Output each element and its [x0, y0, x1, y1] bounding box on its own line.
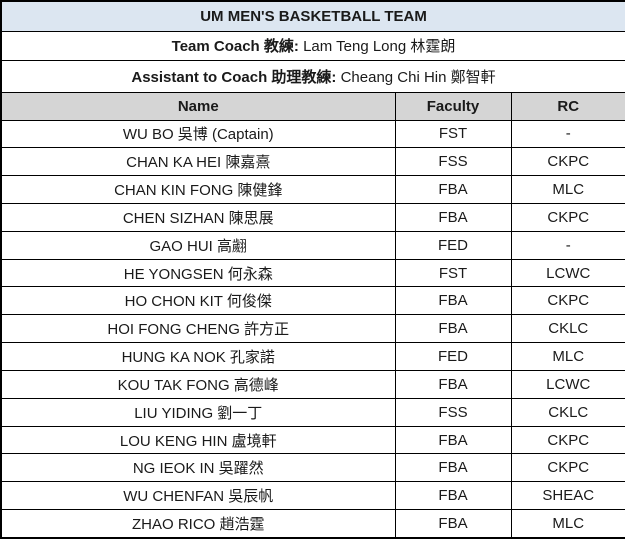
player-name: LIU YIDING 劉一丁	[0, 397, 396, 427]
player-faculty: FBA	[394, 286, 512, 316]
player-name: NG IEOK IN 吳躍然	[0, 453, 396, 483]
table-row: ZHAO RICO 趙浩霆 FBA MLC	[0, 509, 625, 539]
player-name: WU BO 吳博 (Captain)	[0, 119, 396, 149]
player-rc: MLC	[510, 175, 625, 204]
coach-value: Lam Teng Long 林霆朗	[303, 38, 456, 56]
player-faculty: FSS	[394, 397, 512, 427]
player-name: KOU TAK FONG 高德峰	[0, 369, 396, 399]
player-rc: CKPC	[510, 425, 625, 455]
player-faculty: FBA	[394, 509, 512, 539]
table-row: LIU YIDING 劉一丁 FSS CKLC	[0, 397, 625, 427]
player-faculty: FSS	[394, 147, 512, 177]
player-rc: CKLC	[510, 314, 625, 344]
player-faculty: FBA	[394, 453, 512, 483]
table-row: NG IEOK IN 吳躍然 FBA CKPC	[0, 453, 625, 483]
player-name: ZHAO RICO 趙浩霆	[0, 509, 396, 539]
player-faculty: FBA	[394, 314, 512, 344]
player-rc: CKPC	[510, 453, 625, 483]
player-rc: MLC	[510, 342, 625, 371]
player-faculty: FBA	[394, 369, 512, 399]
player-rc: -	[510, 230, 625, 260]
coach-row: Team Coach 教練: Lam Teng Long 林霆朗	[0, 30, 625, 61]
coach-label: Team Coach 教練:	[171, 38, 299, 56]
table-row: HOI FONG CHENG 許方正 FBA CKLC	[0, 314, 625, 344]
assistant-coach-label: Assistant to Coach 助理教練:	[131, 68, 337, 86]
assistant-coach-value: Cheang Chi Hin 鄭智軒	[340, 68, 496, 86]
player-faculty: FST	[394, 258, 512, 288]
player-name: CHAN KIN FONG 陳健鋒	[0, 175, 396, 204]
player-rc: SHEAC	[510, 481, 625, 511]
player-name: GAO HUI 高翽	[0, 230, 396, 260]
coach-cell: Team Coach 教練: Lam Teng Long 林霆朗	[0, 30, 625, 61]
player-rc: LCWC	[510, 369, 625, 399]
player-faculty: FED	[394, 342, 512, 371]
player-faculty: FBA	[394, 203, 512, 232]
player-name: CHAN KA HEI 陳嘉熹	[0, 147, 396, 177]
table-row: GAO HUI 高翽 FED -	[0, 230, 625, 260]
player-name: HE YONGSEN 何永森	[0, 258, 396, 288]
table-row: KOU TAK FONG 高德峰 FBA LCWC	[0, 369, 625, 399]
table-row: CHEN SIZHAN 陳思展 FBA CKPC	[0, 203, 625, 232]
player-name: LOU KENG HIN 盧境軒	[0, 425, 396, 455]
table-row: LOU KENG HIN 盧境軒 FBA CKPC	[0, 425, 625, 455]
table-row: CHAN KA HEI 陳嘉熹 FSS CKPC	[0, 147, 625, 177]
player-faculty: FBA	[394, 425, 512, 455]
player-name: CHEN SIZHAN 陳思展	[0, 203, 396, 232]
player-name: HOI FONG CHENG 許方正	[0, 314, 396, 344]
player-name: HO CHON KIT 何俊傑	[0, 286, 396, 316]
table-row: CHAN KIN FONG 陳健鋒 FBA MLC	[0, 175, 625, 204]
player-rc: MLC	[510, 509, 625, 539]
player-rc: LCWC	[510, 258, 625, 288]
player-rc: -	[510, 119, 625, 149]
table-row: HE YONGSEN 何永森 FST LCWC	[0, 258, 625, 288]
player-rc: CKPC	[510, 203, 625, 232]
player-rc: CKPC	[510, 286, 625, 316]
player-rc: CKPC	[510, 147, 625, 177]
column-header-name: Name	[0, 91, 396, 121]
title-row: UM MEN'S BASKETBALL TEAM	[0, 0, 625, 32]
assistant-coach-row: Assistant to Coach 助理教練: Cheang Chi Hin …	[0, 59, 625, 93]
player-name: WU CHENFAN 吳辰帆	[0, 481, 396, 511]
player-faculty: FST	[394, 119, 512, 149]
table-row: HUNG KA NOK 孔家諾 FED MLC	[0, 342, 625, 371]
table-row: WU CHENFAN 吳辰帆 FBA SHEAC	[0, 481, 625, 511]
column-header-row: Name Faculty RC	[0, 91, 625, 121]
column-header-faculty: Faculty	[394, 91, 512, 121]
page-title: UM MEN'S BASKETBALL TEAM	[0, 0, 625, 32]
column-header-rc: RC	[510, 91, 625, 121]
player-name: HUNG KA NOK 孔家諾	[0, 342, 396, 371]
table-row: HO CHON KIT 何俊傑 FBA CKPC	[0, 286, 625, 316]
player-faculty: FBA	[394, 481, 512, 511]
player-faculty: FBA	[394, 175, 512, 204]
player-rc: CKLC	[510, 397, 625, 427]
table-row: WU BO 吳博 (Captain) FST -	[0, 119, 625, 149]
assistant-coach-cell: Assistant to Coach 助理教練: Cheang Chi Hin …	[0, 59, 625, 93]
player-faculty: FED	[394, 230, 512, 260]
